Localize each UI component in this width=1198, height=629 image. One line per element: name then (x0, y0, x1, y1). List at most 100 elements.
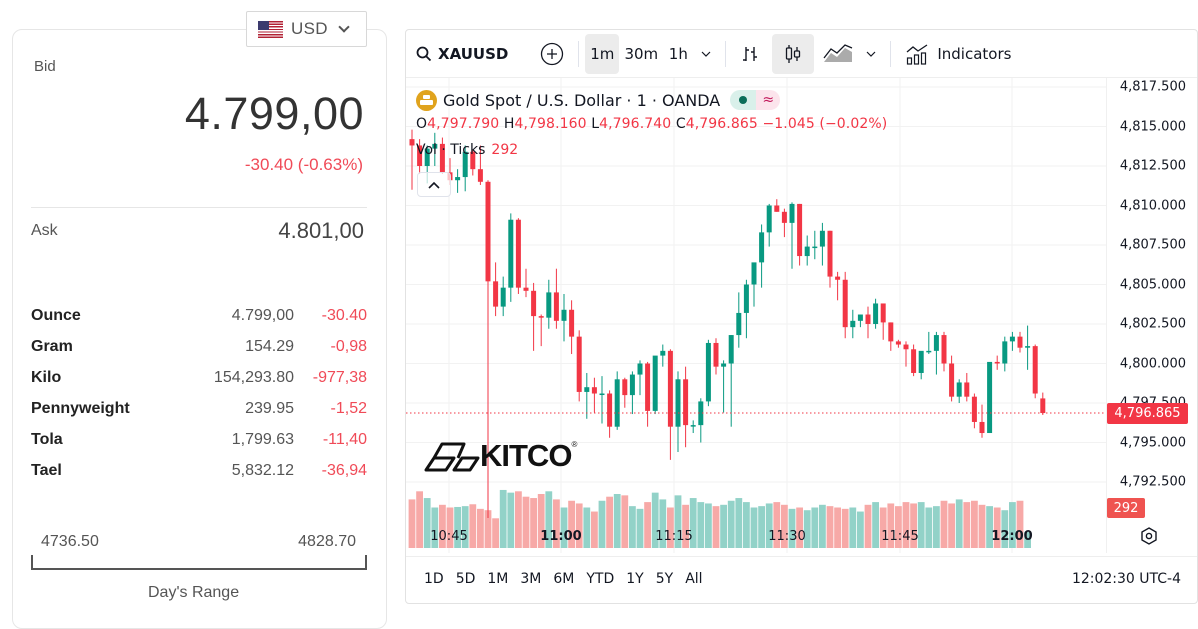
range-button-all[interactable]: All (685, 571, 703, 587)
currency-code: USD (291, 19, 328, 38)
range-button-5d[interactable]: 5D (455, 571, 476, 587)
unit-price: 154,293.80 (213, 368, 294, 386)
ask-value: 4.801,00 (278, 218, 364, 243)
interval-1h[interactable]: 1h (668, 44, 688, 63)
market-open-icon (730, 90, 757, 110)
close-label: C (675, 116, 686, 132)
plus-circle-icon (541, 42, 564, 65)
toolbar-separator (890, 40, 892, 67)
days-range-bar (31, 555, 367, 570)
candlestick-chart (406, 78, 1106, 553)
chevron-down-icon (338, 20, 350, 33)
chart-plot-area[interactable] (406, 78, 1106, 553)
bar-chart-type-button[interactable] (732, 34, 768, 74)
price-axis-label: 4,817.500 (1119, 79, 1186, 95)
bid-label: Bid (34, 58, 56, 75)
indicators-label: Indicators (937, 44, 1012, 63)
clock[interactable]: 12:02:30 UTC-4 (1071, 571, 1181, 587)
interval-1m[interactable]: 1m (585, 33, 620, 74)
open-value: 4,797.790 (427, 116, 500, 132)
range-button-ytd[interactable]: YTD (586, 571, 615, 587)
unit-change: -0,98 (330, 337, 367, 355)
us-flag-icon (258, 20, 283, 38)
price-axis-label: 4,795.000 (1119, 435, 1186, 450)
unit-row: Kilo 154,293.80 -977,38 (31, 362, 367, 393)
time-axis-label: 11:15 (655, 529, 693, 544)
unit-row: Ounce 4.799,00 -30.40 (31, 300, 367, 331)
unit-name: Kilo (31, 368, 62, 386)
change-value: −1.045 (−0.02%) (762, 116, 888, 132)
unit-price: 1,799.63 (231, 430, 294, 448)
indicators-icon (906, 43, 928, 65)
days-range-label: Day's Range (148, 584, 240, 601)
toolbar-separator (578, 40, 580, 67)
unit-change: -11,40 (322, 430, 367, 448)
indicators-button[interactable]: Indicators (897, 34, 1019, 74)
unit-change: -977,38 (312, 368, 367, 386)
unit-row: Gram 154.29 -0,98 (31, 331, 367, 362)
low-value: 4,796.740 (599, 116, 672, 132)
legend-title-row: Gold Spot / U.S. Dollar · 1 · OANDA ≈ (416, 88, 887, 112)
interval-30m[interactable]: 30m (624, 44, 659, 63)
unit-name: Tael (31, 461, 62, 479)
unit-price-table: Ounce 4.799,00 -30.40 Gram 154.29 -0,98 … (31, 300, 367, 486)
range-button-1y[interactable]: 1Y (626, 571, 644, 587)
ask-label: Ask (31, 222, 58, 239)
time-axis-label: 11:00 (540, 529, 582, 544)
symbol-name: XAUUSD (438, 44, 509, 63)
unit-price: 154.29 (245, 337, 294, 355)
volume-legend: Vol · Ticks 292 (416, 142, 887, 158)
toolbar-separator (725, 40, 727, 67)
market-status-pill[interactable]: ≈ (730, 90, 781, 110)
currency-selector[interactable]: USD (246, 11, 367, 47)
unit-row: Tola 1,799.63 -11,40 (31, 424, 367, 455)
high-value: 4,798.160 (514, 116, 587, 132)
area-chart-type-button[interactable] (818, 34, 858, 74)
price-axis[interactable]: 4,792.5004,795.0004,797.5004,800.0004,80… (1106, 78, 1197, 553)
interval-dropdown[interactable] (693, 34, 719, 74)
range-button-5y[interactable]: 5Y (655, 571, 674, 587)
unit-change: -30.40 (321, 306, 367, 324)
collapse-legend-button[interactable] (417, 172, 451, 197)
volume-label[interactable]: Vol · Ticks (416, 142, 486, 158)
candlestick-icon (786, 44, 801, 63)
chart-settings-icon[interactable] (1139, 526, 1159, 546)
close-value: 4,796.865 (685, 116, 758, 132)
unit-row: Pennyweight 239.95 -1,52 (31, 393, 367, 424)
chart-toolbar: XAUUSD 1m 30m 1h Indicators (406, 30, 1197, 78)
current-volume-tag: 292 (1107, 498, 1145, 518)
candle-chart-type-button[interactable] (772, 33, 815, 74)
price-axis-label: 4,792.500 (1119, 474, 1186, 490)
symbol-description[interactable]: Gold Spot / U.S. Dollar · 1 · OANDA (443, 90, 721, 110)
range-button-3m[interactable]: 3M (520, 571, 542, 587)
chart-widget: XAUUSD 1m 30m 1h Indicators (405, 29, 1198, 604)
delayed-data-icon: ≈ (756, 90, 781, 110)
time-axis[interactable]: 10:45 11:00 11:15 11:30 11:45 12:00 (406, 521, 1197, 553)
chevron-down-icon (701, 51, 711, 57)
unit-price: 5,832.12 (231, 461, 294, 479)
date-range-bar: 1D 5D 1M 3M 6M YTD 1Y 5Y All 12:02:30 UTC-4 (406, 556, 1197, 601)
bid-value: 4.799,00 (184, 88, 364, 139)
low-label: L (591, 116, 600, 132)
range-button-1m[interactable]: 1M (487, 571, 509, 587)
chart-type-dropdown[interactable] (858, 34, 884, 74)
price-axis-label: 4,807.500 (1119, 237, 1186, 253)
price-axis-label: 4,810.000 (1119, 198, 1186, 213)
current-price-tag: 4,796.865 (1107, 403, 1188, 425)
unit-name: Gram (31, 337, 73, 355)
symbol-search-button[interactable]: XAUUSD (406, 34, 516, 74)
days-range-low: 4736.50 (41, 533, 99, 550)
days-range-high: 4828.70 (298, 533, 356, 550)
unit-price: 4.799,00 (231, 306, 294, 324)
time-axis-label: 11:30 (768, 529, 806, 544)
chevron-up-icon (428, 181, 440, 189)
price-axis-label: 4,815.000 (1119, 119, 1186, 134)
unit-price: 239.95 (245, 399, 294, 417)
compare-symbol-button[interactable] (532, 34, 572, 74)
unit-name: Ounce (31, 306, 81, 324)
range-button-6m[interactable]: 6M (553, 571, 575, 587)
range-button-1d[interactable]: 1D (424, 571, 444, 587)
unit-change: -36,94 (321, 461, 367, 479)
unit-name: Pennyweight (31, 399, 130, 417)
price-axis-label: 4,805.000 (1119, 277, 1186, 292)
